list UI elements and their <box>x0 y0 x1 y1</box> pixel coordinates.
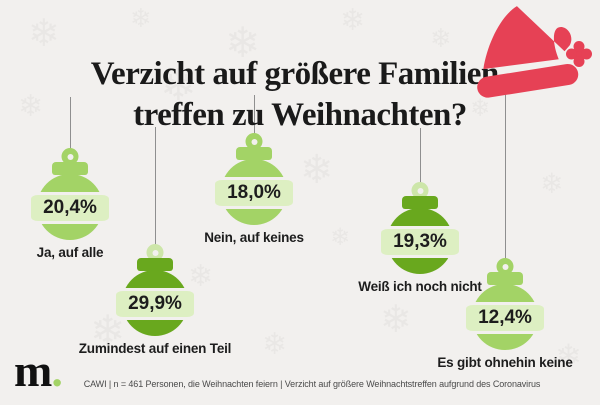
bauble-ring-icon <box>411 182 429 199</box>
ornament-string <box>155 127 156 252</box>
percent-value: 20,4% <box>31 192 109 224</box>
category-label: Ja, auf alle <box>36 245 104 260</box>
snowflake-icon <box>340 6 365 36</box>
snowflake-icon <box>188 262 213 292</box>
snowflake-icon <box>540 170 563 198</box>
ornament-string <box>505 89 506 266</box>
percent-value: 19,3% <box>381 226 459 258</box>
category-label: Es gibt ohnehin keine <box>437 355 573 370</box>
percent-value: 18,0% <box>215 177 293 209</box>
bauble-ring-icon <box>245 133 263 150</box>
snowflake-icon <box>300 150 334 190</box>
bauble-ring-icon <box>496 258 514 275</box>
santa-hat-icon <box>477 6 592 98</box>
ornament-string <box>254 95 255 141</box>
category-label: Weiß ich noch nicht <box>358 279 482 294</box>
bauble-cap-icon <box>402 196 438 209</box>
page-title: Verzicht auf größere Familien- treffen z… <box>0 54 600 136</box>
percent-value: 12,4% <box>466 302 544 334</box>
bauble-cap-icon <box>487 272 523 285</box>
snowflake-icon <box>28 14 60 52</box>
bauble-cap-icon <box>137 258 173 271</box>
ornament-string <box>420 128 421 190</box>
title-line-1: Verzicht auf größere Familien- <box>90 56 510 92</box>
logo-letter: m <box>14 345 52 396</box>
bauble-cap-icon <box>236 147 272 160</box>
snowflake-icon <box>330 225 350 249</box>
source-note: CAWI | n = 461 Personen, die Weihnachten… <box>83 379 541 389</box>
snowflake-icon <box>380 300 412 338</box>
brand-logo: m. <box>14 345 63 396</box>
category-label: Zumindest auf einen Teil <box>78 341 232 356</box>
bauble-ring-icon <box>61 148 79 165</box>
bauble-cap-icon <box>52 162 88 175</box>
percent-value: 29,9% <box>116 288 194 320</box>
snowflake-icon <box>430 26 452 52</box>
title-line-2: treffen zu Weihnachten? <box>133 97 467 133</box>
ornament-string <box>70 97 71 156</box>
bauble-ring-icon <box>146 244 164 261</box>
snowflake-icon <box>262 330 287 360</box>
logo-dot-icon: . <box>51 345 62 396</box>
snowflake-icon <box>130 6 152 32</box>
category-label: Nein, auf keines <box>204 230 304 245</box>
